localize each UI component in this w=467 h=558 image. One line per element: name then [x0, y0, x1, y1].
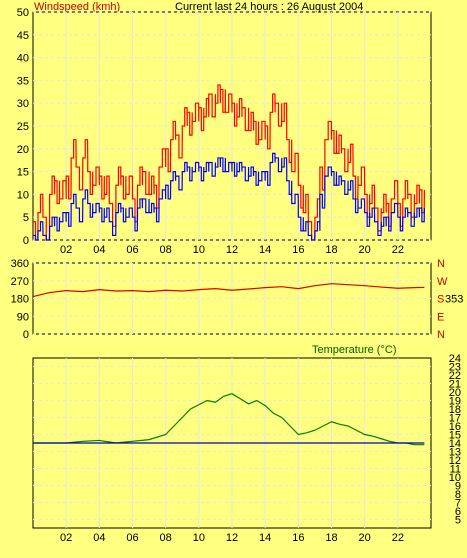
x-tick-label: 04	[93, 532, 105, 544]
y-tick-label: 20	[449, 387, 461, 399]
direction-right-label: N	[437, 329, 445, 341]
x-tick-label: 14	[259, 244, 271, 256]
x-tick-label: 16	[292, 532, 304, 544]
x-tick-label: 10	[193, 532, 205, 544]
y-tick-label: 5	[455, 515, 461, 527]
wind-direction-series-direction	[32, 283, 425, 298]
direction-right-label: S	[437, 294, 444, 306]
y-tick-label: 13	[449, 447, 461, 459]
temperature-series-temperature	[33, 393, 425, 446]
y-tick-label: 10	[17, 189, 29, 201]
y-tick-label: 9	[455, 481, 461, 493]
y-tick-label: 25	[17, 121, 29, 133]
direction-right-label: E	[437, 311, 444, 323]
current-direction-value: 353	[445, 294, 463, 306]
y-tick-label: 19	[449, 396, 461, 408]
y-tick-label: 23	[449, 362, 461, 374]
x-tick-label: 08	[160, 532, 172, 544]
y-tick-label: 8	[455, 489, 461, 501]
direction-right-label: W	[437, 276, 448, 288]
x-tick-label: 02	[60, 532, 72, 544]
x-tick-label: 10	[193, 244, 205, 256]
y-tick-label: 18	[449, 404, 461, 416]
y-tick-label: 360	[11, 258, 29, 270]
x-tick-label: 20	[359, 244, 371, 256]
y-tick-label: 0	[23, 235, 29, 247]
x-tick-label: 16	[292, 244, 304, 256]
y-tick-label: 21	[449, 379, 461, 391]
x-tick-label: 06	[126, 532, 138, 544]
y-tick-label: 16	[449, 421, 461, 433]
y-tick-label: 7	[455, 498, 461, 510]
direction-right-label: N	[437, 258, 445, 270]
y-tick-label: 0	[23, 329, 29, 341]
windspeed-label: Windspeed (kmh)	[34, 1, 121, 13]
x-tick-label: 04	[93, 244, 105, 256]
y-tick-label: 20	[17, 144, 29, 156]
y-tick-label: 17	[449, 413, 461, 425]
temperature-title: Temperature (°C)	[312, 344, 397, 356]
x-tick-label: 08	[160, 244, 172, 256]
x-tick-label: 18	[325, 532, 337, 544]
x-tick-label: 14	[259, 532, 271, 544]
y-tick-label: 30	[17, 98, 29, 110]
x-tick-label: 06	[126, 244, 138, 256]
x-tick-label: 12	[226, 532, 238, 544]
y-tick-label: 14	[449, 438, 461, 450]
y-tick-label: 50	[17, 7, 29, 19]
y-tick-label: 35	[17, 75, 29, 87]
y-tick-label: 15	[17, 167, 29, 179]
y-tick-label: 10	[449, 472, 461, 484]
y-tick-label: 270	[11, 276, 29, 288]
y-tick-label: 6	[455, 506, 461, 518]
y-tick-label: 180	[11, 294, 29, 306]
x-tick-label: 22	[392, 244, 404, 256]
y-tick-label: 5	[23, 212, 29, 224]
chart-title: Current last 24 hours : 26 August 2004	[175, 1, 364, 13]
windspeed-series-average	[33, 152, 425, 241]
y-tick-label: 11	[450, 464, 461, 476]
y-tick-label: 24	[449, 353, 461, 365]
y-tick-label: 15	[449, 430, 461, 442]
x-tick-label: 02	[60, 244, 72, 256]
y-tick-label: 45	[17, 30, 29, 42]
y-tick-label: 12	[449, 455, 461, 467]
windspeed-series-gust	[33, 84, 425, 241]
x-tick-label: 12	[226, 244, 238, 256]
x-tick-label: 18	[325, 244, 337, 256]
x-tick-label: 20	[359, 532, 371, 544]
x-tick-label: 22	[392, 532, 404, 544]
y-tick-label: 22	[449, 370, 461, 382]
y-tick-label: 40	[17, 53, 29, 65]
y-tick-label: 90	[17, 311, 29, 323]
